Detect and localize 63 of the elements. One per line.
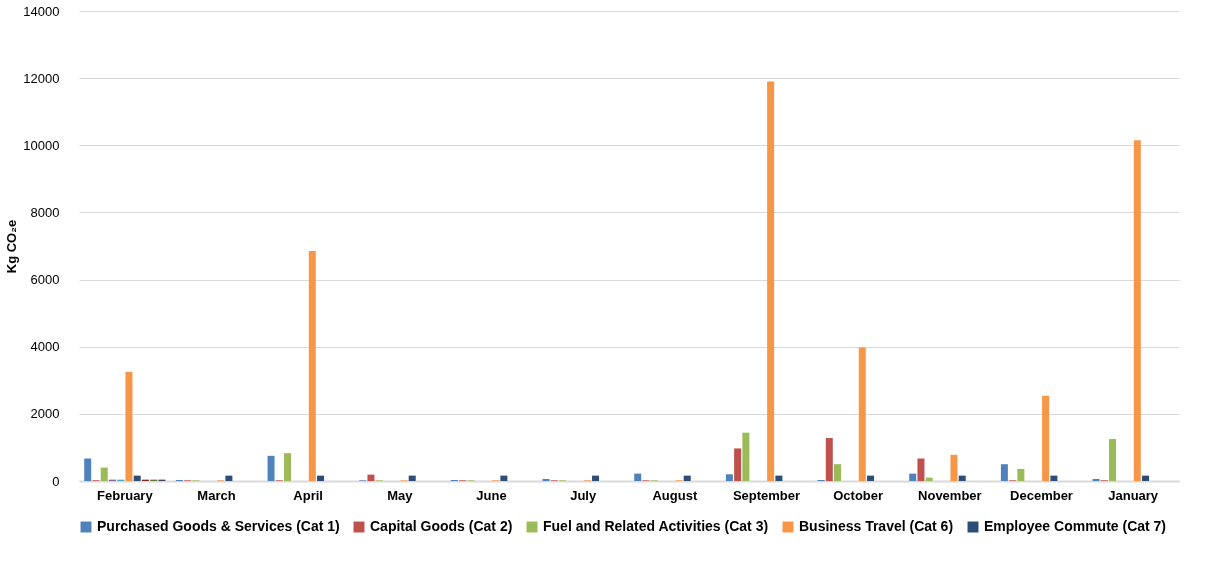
bar — [634, 473, 642, 481]
bar — [133, 475, 141, 481]
bar — [100, 467, 108, 481]
x-tick-label: October — [833, 487, 884, 503]
bar — [775, 475, 783, 481]
y-tick-label: 4000 — [30, 339, 60, 355]
legend-label: Purchased Goods & Services (Cat 1) — [97, 518, 340, 534]
y-tick-label: 6000 — [30, 272, 60, 288]
bar — [834, 464, 842, 481]
bar — [500, 475, 508, 481]
bar — [1092, 478, 1100, 481]
y-tick-label: 12000 — [23, 70, 60, 86]
bar — [1017, 468, 1025, 481]
bar — [1042, 395, 1050, 481]
bar — [125, 371, 133, 481]
bar — [858, 347, 866, 481]
x-tick-label: November — [918, 487, 982, 503]
bar — [1050, 475, 1058, 481]
bar — [367, 474, 375, 481]
bar — [84, 458, 92, 481]
x-tick-label: September — [732, 487, 801, 503]
bar — [592, 475, 600, 481]
bar — [683, 475, 691, 481]
y-tick-label: 0 — [52, 473, 60, 489]
bar — [742, 432, 750, 481]
bar — [1000, 464, 1008, 481]
bar — [767, 81, 775, 481]
x-tick-label: July — [570, 487, 597, 503]
bar — [917, 458, 925, 481]
x-tick-label: April — [293, 487, 323, 503]
bar — [734, 448, 742, 481]
bar — [909, 473, 917, 481]
x-tick-label: February — [97, 487, 154, 503]
bar — [408, 475, 416, 481]
bar — [317, 475, 325, 481]
x-tick-label: January — [1108, 487, 1159, 503]
legend-label: Capital Goods (Cat 2) — [370, 518, 513, 534]
x-tick-label: August — [652, 487, 698, 503]
bar — [267, 455, 275, 481]
x-tick-label: June — [476, 487, 507, 503]
legend-label: Employee Commute (Cat 7) — [984, 518, 1167, 534]
legend-label: Fuel and Related Activities (Cat 3) — [543, 518, 769, 534]
bar — [725, 474, 733, 481]
bar — [1133, 140, 1141, 481]
bar — [825, 438, 833, 481]
bar — [950, 454, 958, 481]
bar — [867, 475, 875, 481]
y-tick-label: 2000 — [30, 406, 60, 422]
bar — [284, 453, 292, 481]
y-axis-title: Kg CO₂e — [4, 219, 20, 274]
bar — [542, 478, 550, 481]
bar — [1142, 475, 1150, 481]
x-tick-label: May — [387, 487, 414, 503]
x-tick-label: March — [197, 487, 236, 503]
y-tick-label: 10000 — [23, 137, 60, 153]
y-tick-label: 14000 — [23, 3, 60, 19]
bar — [225, 475, 233, 481]
y-tick-label: 8000 — [30, 204, 60, 220]
bar — [1109, 439, 1117, 481]
x-tick-label: December — [1010, 487, 1073, 503]
legend-label: Business Travel (Cat 6) — [799, 518, 954, 534]
bar — [308, 251, 316, 481]
bar — [958, 475, 966, 481]
